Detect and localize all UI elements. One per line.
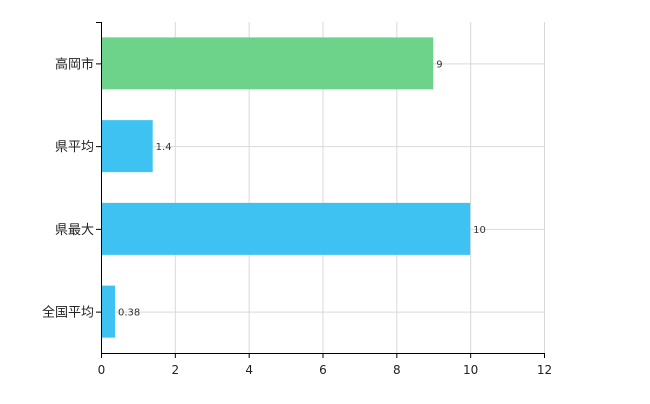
data-label: 1.4 <box>156 142 172 153</box>
data-label: 0.38 <box>118 308 140 319</box>
label-layer: 0 2 4 6 8 10 12 9 高岡市 1.4 県平均 10 県最大 0.38 全国平均 <box>42 56 552 377</box>
data-label: 9 <box>436 59 442 70</box>
x-tick-label: 12 <box>537 363 552 377</box>
x-tick-label: 4 <box>245 363 253 377</box>
category-label: 県平均 <box>55 140 94 155</box>
axis-layer <box>96 22 545 358</box>
x-tick-label: 8 <box>393 363 401 377</box>
bar-layer <box>102 37 471 338</box>
bar-2 <box>102 120 153 173</box>
x-tick-label: 6 <box>319 363 327 377</box>
x-tick-label: 10 <box>463 363 478 377</box>
bar-3 <box>102 202 471 255</box>
x-tick-label: 2 <box>172 363 180 377</box>
bar-4 <box>102 285 116 338</box>
category-label: 県最大 <box>55 223 94 238</box>
category-label: 高岡市 <box>55 56 94 72</box>
data-label: 10 <box>473 225 486 236</box>
category-label: 全国平均 <box>42 305 94 321</box>
x-tick-label: 0 <box>98 363 106 377</box>
bar-1 <box>102 37 434 90</box>
